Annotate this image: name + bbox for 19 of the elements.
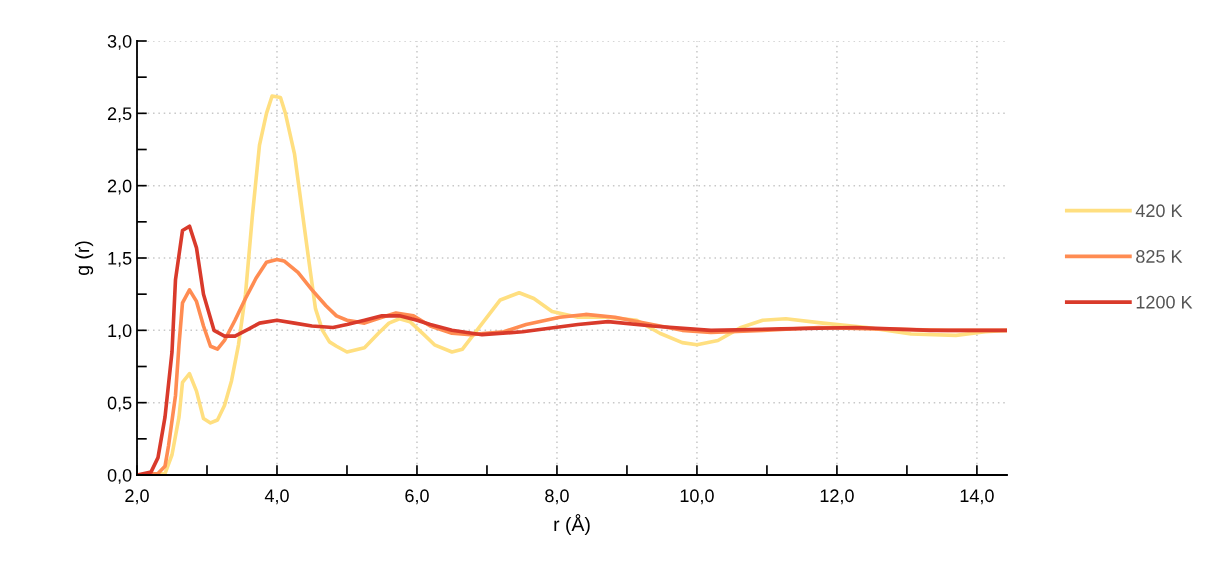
x-axis-title: r (Å) <box>554 514 590 536</box>
x-tick-label: 10,0 <box>680 489 714 505</box>
x-tick-label: 2,0 <box>125 489 149 505</box>
y-tick-label: 3,0 <box>107 34 132 50</box>
x-tick-label: 14,0 <box>960 489 994 505</box>
y-tick-label: 0,0 <box>107 468 132 484</box>
y-tick-label: 2,5 <box>107 107 132 123</box>
legend-label: 1200 K <box>1136 295 1193 309</box>
y-tick-label: 1,0 <box>108 324 132 340</box>
y-axis-title: g (r) <box>75 241 94 275</box>
legend-label: 420 K <box>1135 204 1183 218</box>
y-tick-label: 1,5 <box>108 252 132 267</box>
legend-label: 825 K <box>1136 250 1183 263</box>
x-tick-label: 6,0 <box>405 489 429 505</box>
y-tick-label: 2,0 <box>107 179 132 195</box>
y-tick-label: 0,5 <box>107 396 132 412</box>
x-tick-label: 4,0 <box>264 489 289 505</box>
x-tick-label: 8,0 <box>545 489 569 505</box>
x-tick-label: 12,0 <box>820 489 854 505</box>
